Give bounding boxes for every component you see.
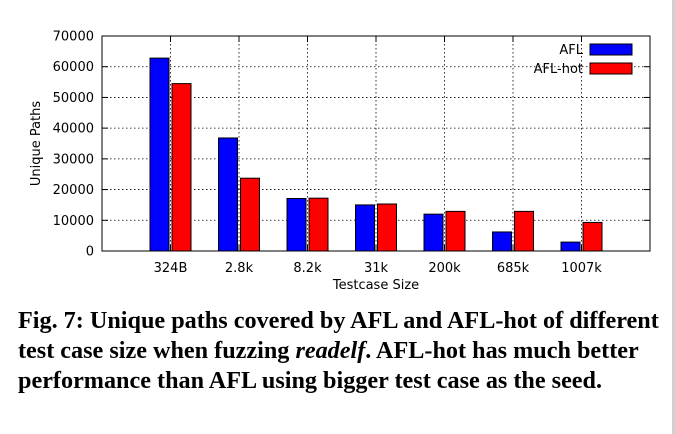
x-tick-label: 200k bbox=[428, 261, 461, 276]
legend: AFL AFL-hot bbox=[534, 43, 633, 77]
bar-afl-31k bbox=[355, 204, 375, 252]
legend-label-afl: AFL bbox=[559, 43, 583, 58]
x-axis-label: Testcase Size bbox=[332, 278, 419, 293]
x-tick-label: 1007k bbox=[561, 261, 602, 276]
caption-program-name: readelf bbox=[295, 337, 366, 364]
y-tick-label: 30000 bbox=[53, 152, 94, 167]
y-axis-label: Unique Paths bbox=[29, 101, 44, 187]
bar-afl-2.8k bbox=[218, 137, 238, 252]
bars bbox=[149, 57, 603, 252]
y-tick-label: 60000 bbox=[53, 60, 94, 75]
bar-afl-1007k bbox=[560, 241, 581, 252]
x-tick-label: 31k bbox=[364, 261, 389, 276]
y-tick-label: 10000 bbox=[53, 214, 94, 229]
legend-swatch-afl bbox=[589, 43, 633, 56]
x-tick-label: 8.2k bbox=[293, 261, 322, 276]
bar-afl-hot-8.2k bbox=[308, 197, 329, 252]
bar-afl-200k bbox=[423, 213, 444, 252]
bar-afl-hot-685k bbox=[514, 210, 534, 252]
bar-afl-hot-200k bbox=[445, 210, 466, 252]
bar-chart: 0 10000 20000 30000 40000 50000 60000 70000 324B… bbox=[29, 30, 651, 293]
figure-caption: Fig. 7: Unique paths covered by AFL and … bbox=[18, 306, 668, 396]
axis-ticks: 0 10000 20000 30000 40000 50000 60000 70000 324B… bbox=[53, 30, 650, 276]
page-edge bbox=[672, 0, 675, 434]
caption-suffix: . AFL-hot has much better performance th… bbox=[18, 337, 639, 394]
x-tick-label: 324B bbox=[154, 261, 188, 276]
bar-afl-hot-324B bbox=[171, 83, 192, 252]
bar-afl-hot-2.8k bbox=[240, 177, 260, 252]
bar-afl-685k bbox=[492, 231, 512, 252]
x-tick-label: 2.8k bbox=[225, 261, 254, 276]
grid-lines bbox=[102, 36, 650, 251]
y-tick-label: 40000 bbox=[53, 122, 94, 137]
bar-afl-hot-1007k bbox=[582, 221, 603, 252]
bar-afl-324B bbox=[149, 57, 170, 252]
y-tick-label: 70000 bbox=[53, 30, 94, 45]
y-tick-label: 20000 bbox=[53, 183, 94, 198]
y-tick-label: 0 bbox=[86, 245, 94, 260]
x-tick-label: 685k bbox=[497, 261, 530, 276]
legend-label-afl-hot: AFL-hot bbox=[534, 62, 583, 77]
y-tick-label: 50000 bbox=[53, 91, 94, 106]
caption-prefix: Fig. 7: Unique paths covered by AFL and … bbox=[18, 307, 659, 364]
bar-afl-8.2k bbox=[286, 197, 307, 252]
bar-afl-hot-31k bbox=[377, 203, 397, 252]
legend-swatch-afl-hot bbox=[589, 62, 633, 75]
